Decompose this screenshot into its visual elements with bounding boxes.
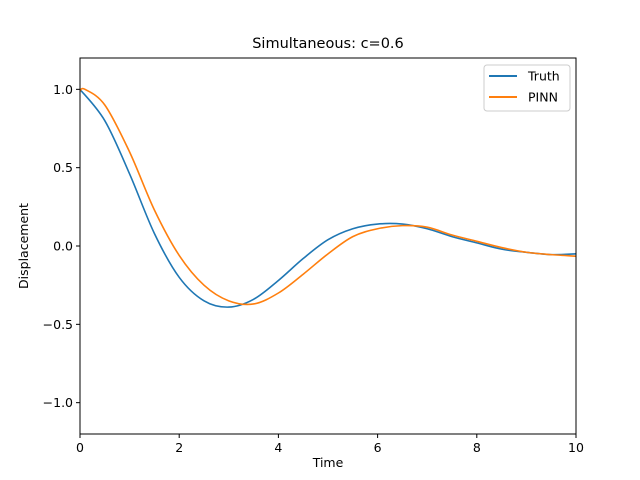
legend-label-truth: Truth bbox=[527, 69, 560, 84]
plot-area-frame bbox=[79, 57, 577, 435]
x-tick-label: 10 bbox=[568, 440, 584, 455]
y-tick-label: −1.0 bbox=[43, 395, 73, 410]
series-layer bbox=[79, 87, 577, 308]
chart-title: Simultaneous: c=0.6 bbox=[252, 36, 404, 52]
y-axis-label: Displacement bbox=[16, 203, 31, 289]
y-tick-label: 0.0 bbox=[53, 239, 73, 254]
ticks-layer: 0 2 4 6 8 10 −1.0 −0.5 0.0 0.5 1.0 bbox=[43, 82, 584, 455]
x-axis-label: Time bbox=[312, 455, 344, 470]
series-line-pinn bbox=[79, 87, 577, 306]
legend: Truth PINN bbox=[483, 64, 571, 112]
x-tick-label: 0 bbox=[76, 440, 84, 455]
y-tick-label: 0.5 bbox=[53, 160, 73, 175]
y-tick-label: −0.5 bbox=[43, 317, 73, 332]
x-tick-label: 4 bbox=[274, 440, 282, 455]
x-tick-label: 8 bbox=[473, 440, 481, 455]
x-tick-label: 6 bbox=[374, 440, 382, 455]
legend-label-pinn: PINN bbox=[528, 90, 558, 105]
x-tick-label: 2 bbox=[175, 440, 183, 455]
series-line-truth bbox=[79, 88, 577, 308]
y-tick-label: 1.0 bbox=[53, 82, 73, 97]
